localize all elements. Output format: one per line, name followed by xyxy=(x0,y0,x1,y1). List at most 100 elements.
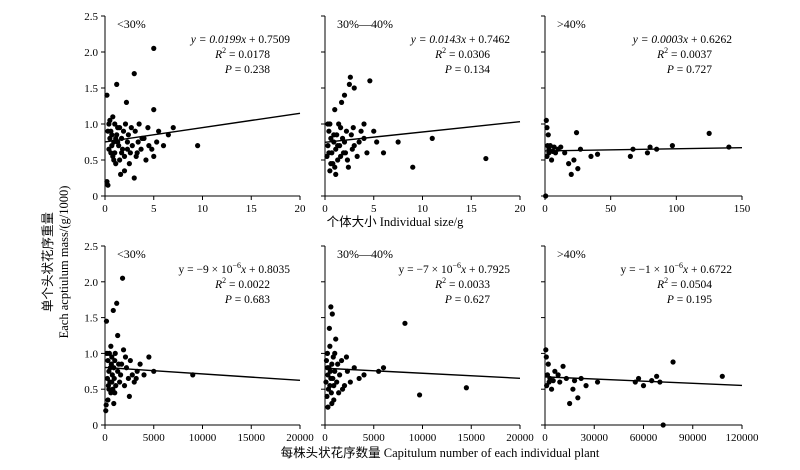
data-point xyxy=(120,347,127,353)
data-point xyxy=(374,139,380,145)
data-point xyxy=(122,354,129,360)
r-squared-value: = 0.0033 xyxy=(446,279,490,291)
data-point xyxy=(327,168,333,174)
equation-variable: x xyxy=(460,264,467,276)
x-tick-label: 15000 xyxy=(238,432,266,444)
data-point xyxy=(109,132,115,138)
data-point xyxy=(380,365,387,371)
x-tick-label: 10000 xyxy=(189,432,217,444)
p-value-symbol: P xyxy=(444,294,452,306)
y-tick-label: 0.5 xyxy=(84,155,98,167)
data-point xyxy=(151,45,157,52)
r-squared: R2 = 0.0022 xyxy=(214,276,270,291)
regression-line xyxy=(544,376,743,387)
data-point xyxy=(328,135,334,141)
data-point xyxy=(151,107,157,113)
data-point xyxy=(103,318,110,324)
p-value: P = 0.727 xyxy=(666,64,712,76)
data-point xyxy=(547,143,553,149)
p-value-number: = 0.683 xyxy=(232,294,270,306)
p-value: P = 0.627 xyxy=(444,294,490,306)
x-tick-label: 15 xyxy=(466,203,478,215)
data-point xyxy=(114,81,120,87)
data-point xyxy=(126,161,132,167)
data-point xyxy=(706,130,712,136)
data-point xyxy=(402,320,408,326)
r-squared-value: = 0.0022 xyxy=(226,279,270,291)
p-value-number: = 0.627 xyxy=(452,294,490,306)
equation-tail: + 0.6722 xyxy=(688,264,732,276)
data-point xyxy=(335,157,341,163)
x-tick-label: 50 xyxy=(605,203,617,215)
equation-variable: x xyxy=(240,264,247,276)
data-point xyxy=(113,383,119,389)
data-point xyxy=(325,121,331,127)
data-point xyxy=(329,361,335,367)
x-tick-label: 30000 xyxy=(581,432,609,444)
equation-tail: + 0.7925 xyxy=(466,264,510,276)
data-point xyxy=(128,125,134,131)
r-squared-superscript: 2 xyxy=(222,276,226,285)
r-squared-superscript: 2 xyxy=(222,46,226,55)
y-tick-label: 0.5 xyxy=(84,384,98,396)
data-point xyxy=(105,397,111,403)
r-squared-value: = 0.0306 xyxy=(446,49,490,61)
data-point xyxy=(570,386,576,392)
data-point xyxy=(118,171,124,177)
data-point xyxy=(126,393,132,399)
data-point xyxy=(575,395,581,401)
data-point xyxy=(356,139,362,145)
data-point xyxy=(154,139,160,145)
data-point xyxy=(124,146,131,152)
data-point xyxy=(558,144,564,150)
data-point xyxy=(124,139,131,145)
data-point xyxy=(146,143,152,149)
data-point xyxy=(552,368,558,374)
r-squared: R2 = 0.0504 xyxy=(656,276,712,291)
data-point xyxy=(361,121,367,127)
y-tick-label: 1.5 xyxy=(84,313,98,325)
regression-equation: y = −9 × 10−6x + 0.8035 xyxy=(179,261,291,276)
data-point xyxy=(110,114,116,120)
data-point xyxy=(719,373,725,379)
data-point xyxy=(649,378,655,384)
panel-label: <30% xyxy=(117,17,146,31)
data-point xyxy=(335,143,341,149)
data-point xyxy=(332,107,338,113)
data-point xyxy=(323,379,329,385)
data-point xyxy=(548,157,555,163)
equation-lead: y = −1 × 10 xyxy=(621,264,675,276)
data-point xyxy=(548,386,555,392)
panel-label: 30%—40% xyxy=(337,247,393,261)
data-point xyxy=(104,92,110,98)
data-point xyxy=(329,400,335,407)
data-point xyxy=(108,343,114,349)
x-tick-label: 0 xyxy=(542,432,548,444)
data-point xyxy=(195,143,201,149)
data-point xyxy=(332,368,338,374)
data-point xyxy=(119,275,126,281)
equation-lead: y = −9 × 10 xyxy=(179,264,233,276)
data-point xyxy=(138,146,144,152)
data-point xyxy=(332,164,338,170)
data-point xyxy=(326,128,332,134)
data-point xyxy=(327,343,333,349)
data-point xyxy=(347,379,353,385)
x-tick-label: 0 xyxy=(102,432,108,444)
data-point xyxy=(416,392,423,398)
y-tick-label: 1.0 xyxy=(84,119,98,131)
r-squared: R2 = 0.0178 xyxy=(214,46,270,61)
x-tick-label: 20 xyxy=(515,203,527,215)
data-point xyxy=(371,128,377,134)
data-point xyxy=(550,378,556,384)
data-point xyxy=(145,125,151,131)
data-point xyxy=(343,354,350,360)
data-point xyxy=(121,153,128,159)
data-point xyxy=(342,150,349,156)
data-point xyxy=(118,150,125,156)
data-point xyxy=(149,146,155,152)
x-tick-label: 60000 xyxy=(630,432,658,444)
data-point xyxy=(348,132,354,138)
data-point xyxy=(105,357,111,364)
y-tick-label: 0 xyxy=(93,191,99,203)
